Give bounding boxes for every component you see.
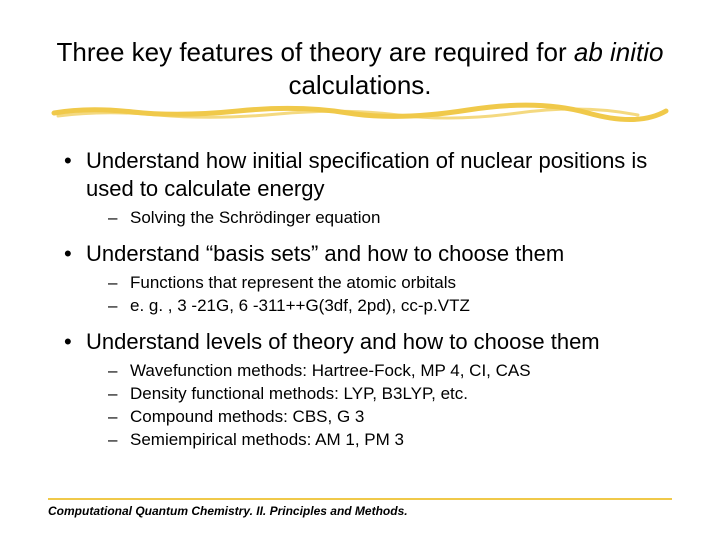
sub-list: Functions that represent the atomic orbi… xyxy=(86,272,672,318)
bullet-text: Understand “basis sets” and how to choos… xyxy=(86,241,564,266)
title-part2: calculations. xyxy=(288,70,431,100)
bullet-item: Understand how initial specification of … xyxy=(60,147,672,230)
sub-list: Wavefunction methods: Hartree-Fock, MP 4… xyxy=(86,360,672,452)
bullet-item: Understand levels of theory and how to c… xyxy=(60,328,672,452)
content: Understand how initial specification of … xyxy=(48,147,672,452)
bullet-list: Understand how initial specification of … xyxy=(60,147,672,452)
sub-item: Compound methods: CBS, G 3 xyxy=(86,406,672,429)
sub-item: Semiempirical methods: AM 1, PM 3 xyxy=(86,429,672,452)
sub-item: e. g. , 3 -21G, 6 -311++G(3df, 2pd), cc-… xyxy=(86,295,672,318)
title-underline xyxy=(48,107,672,125)
sub-item: Density functional methods: LYP, B3LYP, … xyxy=(86,383,672,406)
title-part1: Three key features of theory are require… xyxy=(57,37,574,67)
bullet-item: Understand “basis sets” and how to choos… xyxy=(60,240,672,318)
sub-item: Solving the Schrödinger equation xyxy=(86,207,672,230)
footer-text: Computational Quantum Chemistry. II. Pri… xyxy=(48,504,672,518)
sub-item: Functions that represent the atomic orbi… xyxy=(86,272,672,295)
slide-title: Three key features of theory are require… xyxy=(48,36,672,101)
slide: Three key features of theory are require… xyxy=(0,0,720,540)
bullet-text: Understand how initial specification of … xyxy=(86,148,647,201)
footer-divider xyxy=(48,498,672,500)
sub-list: Solving the Schrödinger equation xyxy=(86,207,672,230)
sub-item: Wavefunction methods: Hartree-Fock, MP 4… xyxy=(86,360,672,383)
footer-region: Computational Quantum Chemistry. II. Pri… xyxy=(48,498,672,518)
title-italic: ab initio xyxy=(574,37,664,67)
bullet-text: Understand levels of theory and how to c… xyxy=(86,329,600,354)
